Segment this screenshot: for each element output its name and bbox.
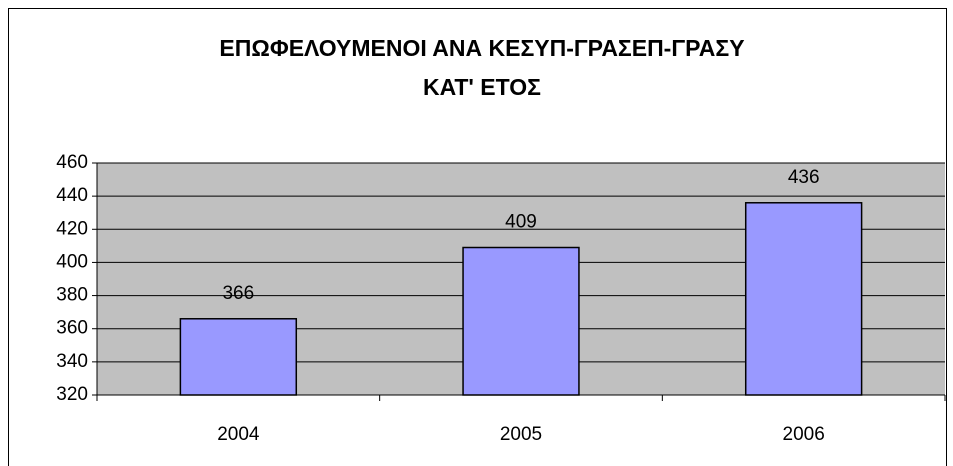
- y-tick-label: 400: [56, 251, 88, 272]
- bar: [744, 202, 863, 396]
- y-tick-label: 360: [56, 318, 88, 339]
- data-label: 436: [788, 167, 820, 188]
- bar: [462, 246, 580, 396]
- x-tick-label: 2004: [217, 424, 260, 445]
- data-label: 366: [222, 283, 254, 304]
- chart-title: ΕΠΩΦΕΛΟΥΜΕΝΟΙ ΑΝΑ ΚΕΣΥΠ-ΓΡΑΣΕΠ-ΓΡΑΣΥ: [219, 35, 744, 61]
- chart-title: ΚΑΤ' ΕΤΟΣ: [423, 74, 541, 100]
- y-tick-label: 320: [56, 384, 88, 405]
- y-tick-label: 420: [56, 218, 88, 239]
- x-tick-label: 2006: [783, 424, 825, 445]
- bar: [179, 318, 298, 396]
- y-tick-label: 460: [56, 152, 88, 173]
- x-tick-label: 2005: [500, 424, 542, 445]
- y-tick-label: 340: [56, 351, 88, 372]
- data-label: 409: [505, 212, 537, 233]
- y-tick-label: 440: [56, 185, 88, 206]
- y-tick-label: 380: [56, 285, 88, 306]
